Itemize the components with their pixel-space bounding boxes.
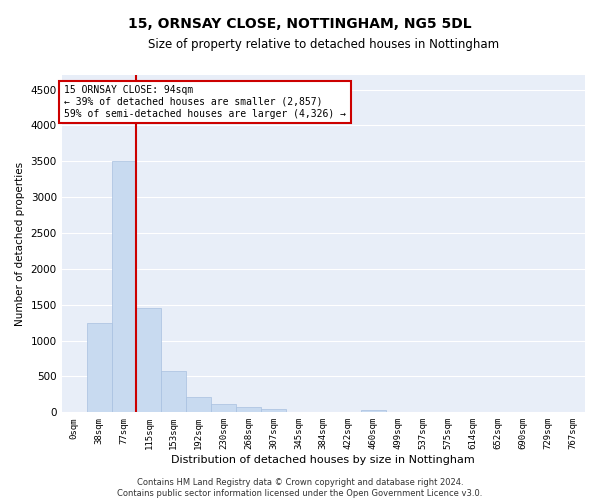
Bar	[161, 372, 186, 412]
Text: 15, ORNSAY CLOSE, NOTTINGHAM, NG5 5DL: 15, ORNSAY CLOSE, NOTTINGHAM, NG5 5DL	[128, 18, 472, 32]
Bar	[136, 308, 161, 412]
Bar	[361, 410, 386, 412]
Text: Contains HM Land Registry data © Crown copyright and database right 2024.
Contai: Contains HM Land Registry data © Crown c…	[118, 478, 482, 498]
Bar	[86, 322, 112, 412]
Title: Size of property relative to detached houses in Nottingham: Size of property relative to detached ho…	[148, 38, 499, 51]
Bar	[186, 397, 211, 412]
Text: 15 ORNSAY CLOSE: 94sqm
← 39% of detached houses are smaller (2,857)
59% of semi-: 15 ORNSAY CLOSE: 94sqm ← 39% of detached…	[64, 86, 346, 118]
X-axis label: Distribution of detached houses by size in Nottingham: Distribution of detached houses by size …	[172, 455, 475, 465]
Bar	[261, 409, 286, 412]
Y-axis label: Number of detached properties: Number of detached properties	[15, 162, 25, 326]
Bar	[112, 162, 136, 412]
Bar	[211, 404, 236, 412]
Bar	[236, 408, 261, 412]
